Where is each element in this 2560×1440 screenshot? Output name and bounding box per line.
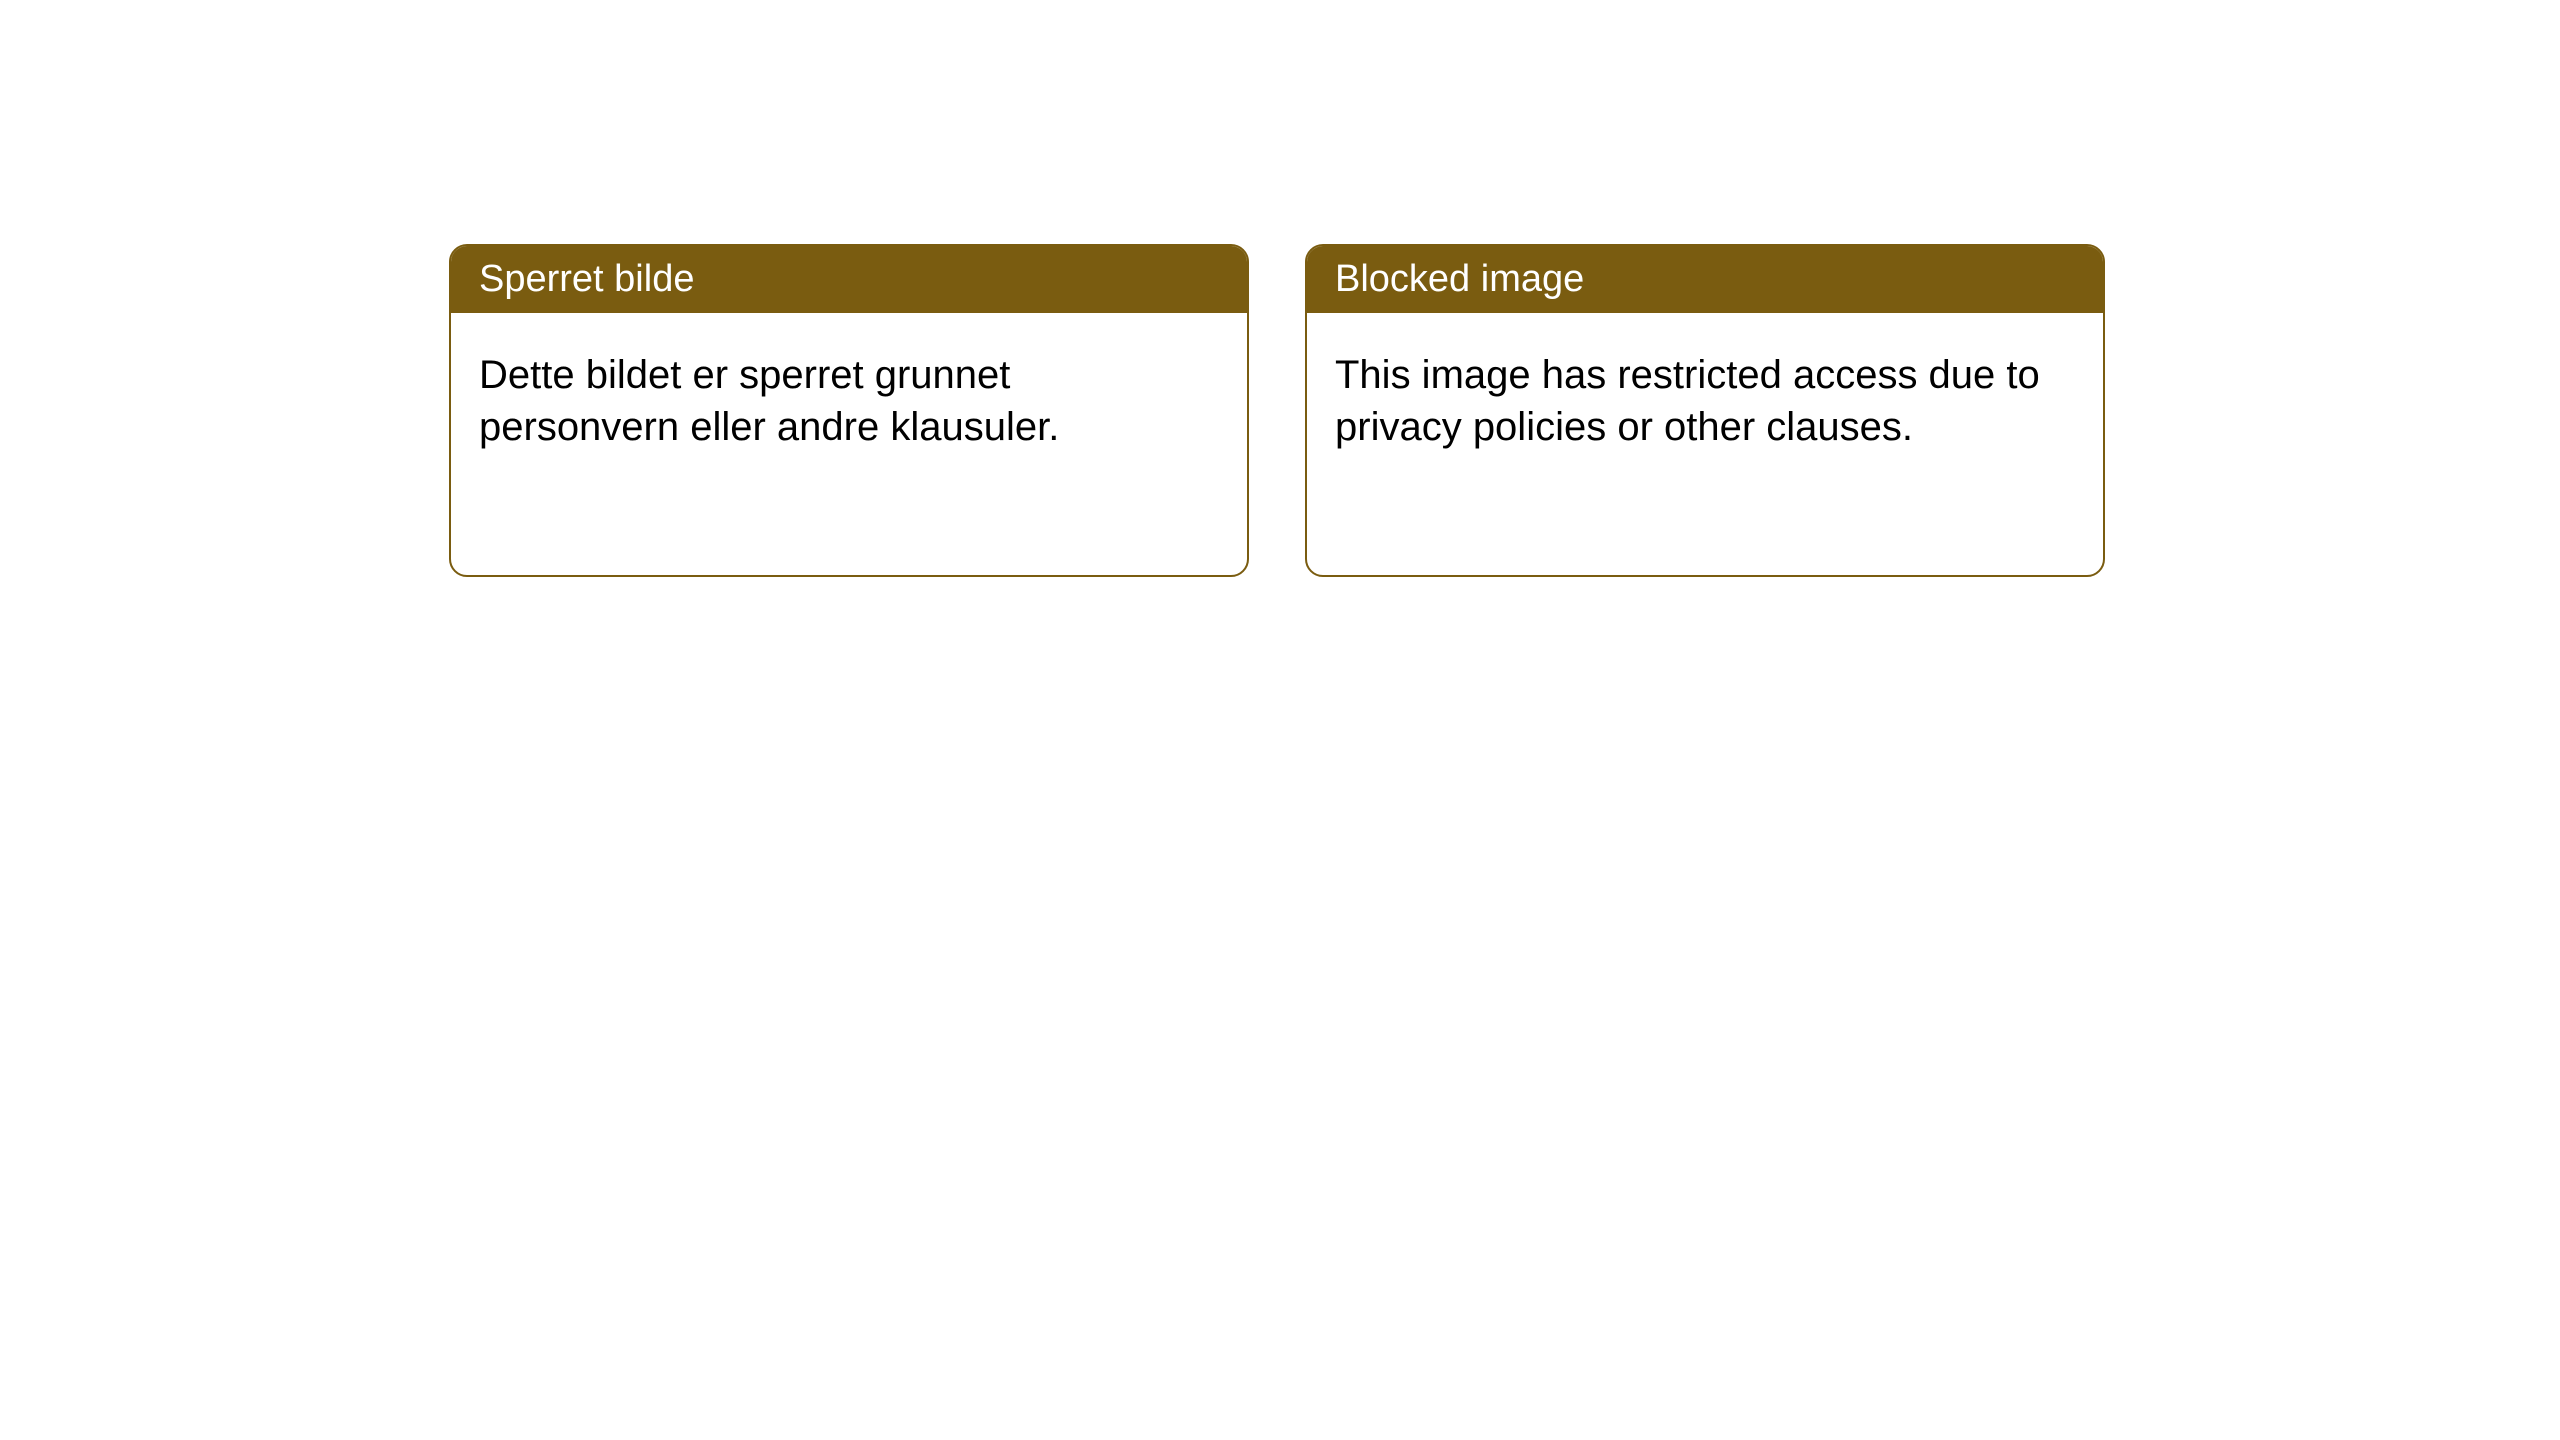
blocked-image-card-no: Sperret bilde Dette bildet er sperret gr… xyxy=(449,244,1249,577)
card-body-text: Dette bildet er sperret grunnet personve… xyxy=(479,353,1059,449)
card-body: Dette bildet er sperret grunnet personve… xyxy=(451,313,1247,489)
blocked-image-card-en: Blocked image This image has restricted … xyxy=(1305,244,2105,577)
card-title: Blocked image xyxy=(1335,258,1584,300)
card-title: Sperret bilde xyxy=(479,258,694,300)
card-header: Sperret bilde xyxy=(451,246,1247,313)
card-header: Blocked image xyxy=(1307,246,2103,313)
card-body: This image has restricted access due to … xyxy=(1307,313,2103,489)
card-body-text: This image has restricted access due to … xyxy=(1335,353,2040,449)
cards-container: Sperret bilde Dette bildet er sperret gr… xyxy=(0,0,2560,577)
